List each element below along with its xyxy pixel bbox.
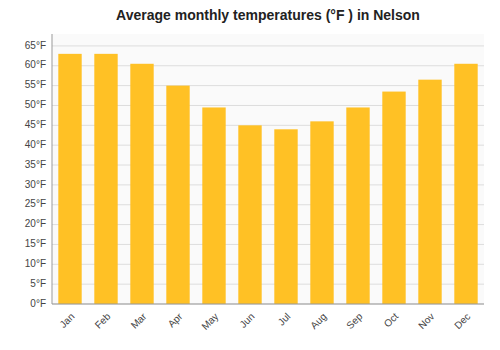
bar (274, 129, 297, 304)
x-tick-label: Mar (129, 310, 149, 330)
x-tick-label: Jun (237, 311, 256, 330)
x-axis-line (52, 304, 484, 305)
grid-line (52, 45, 484, 46)
bars (58, 54, 477, 304)
bar (454, 64, 477, 304)
bar (238, 125, 261, 304)
y-tick-label: 20°F (25, 218, 46, 229)
y-axis-line (52, 34, 53, 304)
x-tick-labels: Jan Feb Mar Apr May Jun Jul Aug Sep Oct Nov Dec (57, 310, 472, 332)
y-tick-label: 35°F (25, 159, 46, 170)
y-tick-label: 0°F (30, 298, 46, 309)
bar (58, 54, 81, 304)
y-tick-label: 5°F (30, 278, 46, 289)
y-tick-label: 45°F (25, 119, 46, 130)
x-tick-label: Aug (308, 311, 328, 331)
y-tick-label: 65°F (25, 40, 46, 51)
y-tick-label: 40°F (25, 139, 46, 150)
y-tick-label: 55°F (25, 79, 46, 90)
bar (94, 54, 117, 304)
title: Average monthly temperatures (°F ) in Ne… (116, 7, 420, 23)
y-tick-label: 25°F (25, 198, 46, 209)
grid-line (52, 304, 484, 305)
y-tick-label: 30°F (25, 179, 46, 190)
bar (202, 107, 225, 304)
x-tick-label: Jul (276, 311, 293, 328)
x-tick-label: Sep (344, 310, 365, 331)
x-tick-label: Jan (57, 311, 76, 330)
y-tick-label: 15°F (25, 238, 46, 249)
bar (418, 80, 441, 304)
bar (310, 121, 333, 304)
x-tick-label: Feb (93, 310, 113, 330)
bar (166, 86, 189, 304)
x-tick-label: May (199, 311, 220, 332)
x-tick-label: Nov (416, 311, 436, 331)
y-tick-labels: 0°F 5°F 10°F 15°F 20°F 25°F 30°F 35°F 40°F 45°F 50… (25, 40, 46, 309)
x-tick-label: Dec (452, 311, 472, 331)
x-tick-label: Apr (166, 310, 185, 329)
x-tick-label: Oct (382, 311, 401, 330)
bar (346, 107, 369, 304)
y-tick-label: 10°F (25, 258, 46, 269)
chart-container: 0°F 5°F 10°F 15°F 20°F 25°F 30°F 35°F 40°F 45°F 50… (0, 0, 500, 350)
bar (130, 64, 153, 304)
bar (382, 92, 405, 304)
y-tick-label: 60°F (25, 59, 46, 70)
y-tick-label: 50°F (25, 99, 46, 110)
y-grid (52, 46, 484, 304)
chart: 0°F 5°F 10°F 15°F 20°F 25°F 30°F 35°F 40°F 45°F 50… (0, 0, 500, 350)
plot-area (52, 34, 484, 304)
